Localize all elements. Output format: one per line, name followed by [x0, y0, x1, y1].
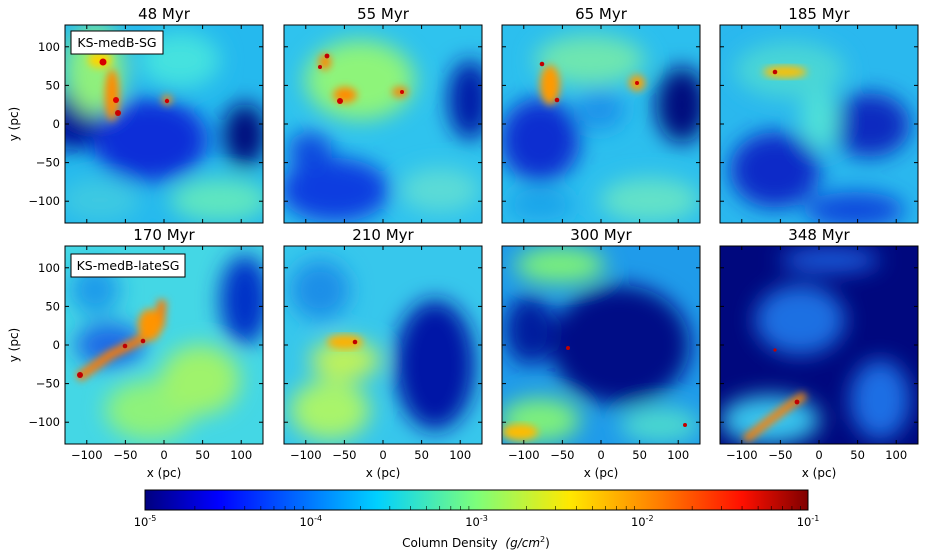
x-tick-label: 100 — [449, 448, 471, 462]
x-tick-label: −50 — [550, 448, 574, 462]
row-label-box-top: KS-medB-SG — [70, 30, 164, 55]
x-tick-label: 100 — [885, 448, 907, 462]
x-tick-label: 0 — [379, 448, 386, 462]
colorbar-ticks: 10-5 10-4 10-3 10-2 10-1 — [134, 506, 820, 529]
x-tick-label: −50 — [113, 448, 137, 462]
colorbar-tick-label: 10-2 — [631, 514, 654, 529]
x-tick-label: −50 — [332, 448, 356, 462]
panel-title-55-myr: 55 Myr — [357, 5, 410, 23]
colorbar: 10-5 10-4 10-3 10-2 10-1 Column Density (g/c… — [134, 489, 820, 550]
x-tick-label: 50 — [195, 448, 210, 462]
y-tick-label: −100 — [28, 415, 60, 429]
colorbar-label: Column Density (g/cm2) — [402, 535, 550, 550]
x-tick-label: 100 — [667, 448, 689, 462]
panel-48-myr — [64, 24, 264, 224]
x-axis-label-3: x (pc) — [584, 466, 619, 480]
panel-title-185-myr: 185 Myr — [788, 5, 850, 23]
y-tick-label: 100 — [38, 261, 60, 275]
x-tick-label: −100 — [726, 448, 758, 462]
colorbar-tick-label: 10-3 — [465, 514, 488, 529]
colorbar-tick-label: 10-1 — [797, 514, 820, 529]
row-label-bottom: KS-medB-lateSG — [77, 258, 180, 273]
x-tick-label: −50 — [768, 448, 792, 462]
y-axis-label-bottom: y (pc) — [7, 328, 21, 363]
y-tick-label: −50 — [36, 156, 60, 170]
axes: 100 50 0 −50 −100 100 −100 50 −50 0 0 −50 50 −100 100 −… — [28, 25, 918, 462]
x-tick-label: 0 — [160, 448, 167, 462]
y-tick-label: 50 — [45, 78, 60, 92]
panel-170-myr — [64, 245, 264, 445]
row-label-box-bottom: KS-medB-lateSG — [70, 253, 186, 278]
y-tick-label: −100 — [28, 194, 60, 208]
panel-title-348-myr: 348 Myr — [788, 226, 850, 244]
colorbar-tick-label: 10-5 — [134, 514, 157, 529]
y-tick-label: 100 — [38, 40, 60, 54]
panel-title-210-myr: 210 Myr — [352, 226, 414, 244]
y-tick-label: −50 — [36, 377, 60, 391]
panel-55-myr — [283, 24, 483, 224]
y-tick-label: 0 — [53, 117, 60, 131]
x-tick-label: −100 — [508, 448, 540, 462]
x-tick-label: −100 — [71, 448, 103, 462]
x-axis-label-4: x (pc) — [802, 466, 837, 480]
x-tick-label: 0 — [815, 448, 822, 462]
x-tick-label: 0 — [597, 448, 604, 462]
panel-title-170-myr: 170 Myr — [133, 226, 195, 244]
colorbar-gradient — [144, 489, 809, 511]
x-tick-label: 50 — [414, 448, 429, 462]
y-axis-label-top: y (pc) — [7, 107, 21, 142]
x-tick-label: 50 — [632, 448, 647, 462]
row-label-top: KS-medB-SG — [77, 35, 156, 50]
panel-348-myr — [719, 245, 919, 445]
panel-210-myr — [283, 245, 483, 445]
x-tick-label: 50 — [850, 448, 865, 462]
x-tick-label: 100 — [230, 448, 252, 462]
y-tick-label: 0 — [53, 338, 60, 352]
panel-title-48-myr: 48 Myr — [138, 5, 191, 23]
panel-300-myr — [501, 245, 701, 445]
x-axis-label-1: x (pc) — [147, 466, 182, 480]
panel-65-myr — [501, 24, 701, 224]
x-axis-label-2: x (pc) — [366, 466, 401, 480]
panel-title-65-myr: 65 Myr — [575, 5, 628, 23]
panel-title-300-myr: 300 Myr — [570, 226, 632, 244]
colorbar-tick-label: 10-4 — [299, 514, 322, 529]
x-tick-label: −100 — [290, 448, 322, 462]
y-tick-label: 50 — [45, 299, 60, 313]
panel-185-myr — [719, 24, 919, 224]
